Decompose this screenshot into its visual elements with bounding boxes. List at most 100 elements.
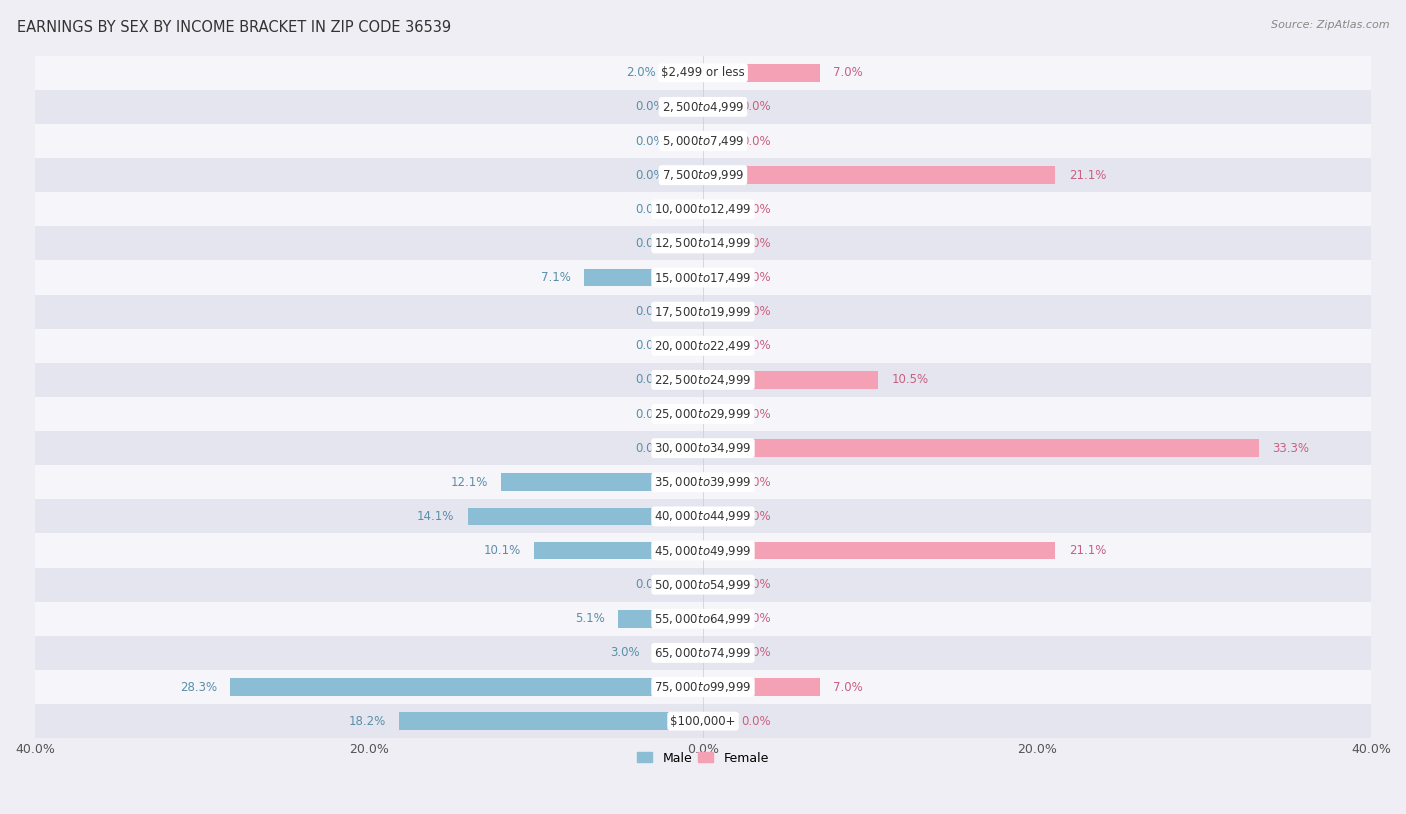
Text: $20,000 to $22,499: $20,000 to $22,499 <box>654 339 752 352</box>
Text: 10.1%: 10.1% <box>484 544 522 557</box>
Bar <box>35 90 1371 124</box>
Bar <box>703 712 728 730</box>
Bar <box>678 440 703 457</box>
Text: 0.0%: 0.0% <box>636 442 665 455</box>
Text: Source: ZipAtlas.com: Source: ZipAtlas.com <box>1271 20 1389 30</box>
Bar <box>703 474 728 491</box>
Bar <box>35 158 1371 192</box>
Bar <box>703 575 728 593</box>
Text: $10,000 to $12,499: $10,000 to $12,499 <box>654 202 752 217</box>
Bar <box>35 55 1371 90</box>
Text: 0.0%: 0.0% <box>636 374 665 387</box>
Bar <box>35 636 1371 670</box>
Bar <box>703 678 820 696</box>
Bar <box>501 474 703 491</box>
Bar <box>35 602 1371 636</box>
Bar <box>678 303 703 321</box>
Bar <box>703 610 728 628</box>
Text: 0.0%: 0.0% <box>741 715 770 728</box>
Text: 0.0%: 0.0% <box>636 339 665 352</box>
Bar <box>468 507 703 525</box>
Text: 0.0%: 0.0% <box>741 203 770 216</box>
Bar <box>703 371 879 389</box>
Bar <box>35 124 1371 158</box>
Bar <box>35 329 1371 363</box>
Bar <box>35 704 1371 738</box>
Bar <box>678 234 703 252</box>
Bar <box>35 192 1371 226</box>
Bar <box>703 644 728 662</box>
Text: 0.0%: 0.0% <box>741 510 770 523</box>
Text: $12,500 to $14,999: $12,500 to $14,999 <box>654 236 752 251</box>
Legend: Male, Female: Male, Female <box>633 746 773 769</box>
Bar <box>35 670 1371 704</box>
Bar <box>678 98 703 116</box>
Text: 28.3%: 28.3% <box>180 681 217 694</box>
Text: $7,500 to $9,999: $7,500 to $9,999 <box>662 168 744 182</box>
Bar <box>678 166 703 184</box>
Text: 21.1%: 21.1% <box>1069 544 1107 557</box>
Bar <box>35 363 1371 397</box>
Bar <box>703 405 728 423</box>
Text: $35,000 to $39,999: $35,000 to $39,999 <box>654 475 752 489</box>
Bar <box>703 541 1056 559</box>
Bar <box>678 371 703 389</box>
Bar <box>35 567 1371 602</box>
Bar <box>35 226 1371 260</box>
Text: 0.0%: 0.0% <box>636 203 665 216</box>
Text: 0.0%: 0.0% <box>741 646 770 659</box>
Text: 0.0%: 0.0% <box>636 237 665 250</box>
Bar <box>678 575 703 593</box>
Bar <box>678 405 703 423</box>
Text: 3.0%: 3.0% <box>610 646 640 659</box>
Text: $17,500 to $19,999: $17,500 to $19,999 <box>654 304 752 318</box>
Bar <box>703 63 820 81</box>
Bar <box>231 678 703 696</box>
Text: 10.5%: 10.5% <box>891 374 929 387</box>
Bar <box>703 440 1260 457</box>
Bar <box>703 234 728 252</box>
Text: $25,000 to $29,999: $25,000 to $29,999 <box>654 407 752 421</box>
Text: $30,000 to $34,999: $30,000 to $34,999 <box>654 441 752 455</box>
Bar <box>35 397 1371 431</box>
Text: $45,000 to $49,999: $45,000 to $49,999 <box>654 544 752 558</box>
Bar <box>703 200 728 218</box>
Text: 7.1%: 7.1% <box>541 271 571 284</box>
Text: $2,499 or less: $2,499 or less <box>661 66 745 79</box>
Text: 0.0%: 0.0% <box>741 339 770 352</box>
Bar <box>703 303 728 321</box>
Bar <box>678 132 703 150</box>
Text: $65,000 to $74,999: $65,000 to $74,999 <box>654 646 752 660</box>
Text: 5.1%: 5.1% <box>575 612 605 625</box>
Bar <box>703 337 728 355</box>
Text: 7.0%: 7.0% <box>834 681 863 694</box>
Bar <box>585 269 703 287</box>
Bar <box>669 63 703 81</box>
Bar <box>35 499 1371 533</box>
Text: $75,000 to $99,999: $75,000 to $99,999 <box>654 680 752 694</box>
Text: $50,000 to $54,999: $50,000 to $54,999 <box>654 578 752 592</box>
Text: $22,500 to $24,999: $22,500 to $24,999 <box>654 373 752 387</box>
Bar <box>703 269 728 287</box>
Text: EARNINGS BY SEX BY INCOME BRACKET IN ZIP CODE 36539: EARNINGS BY SEX BY INCOME BRACKET IN ZIP… <box>17 20 451 35</box>
Text: $15,000 to $17,499: $15,000 to $17,499 <box>654 270 752 285</box>
Bar <box>35 295 1371 329</box>
Bar <box>35 260 1371 295</box>
Text: 21.1%: 21.1% <box>1069 168 1107 182</box>
Text: $55,000 to $64,999: $55,000 to $64,999 <box>654 612 752 626</box>
Bar <box>703 98 728 116</box>
Text: 0.0%: 0.0% <box>741 134 770 147</box>
Bar <box>617 610 703 628</box>
Text: 0.0%: 0.0% <box>741 408 770 421</box>
Text: 0.0%: 0.0% <box>741 271 770 284</box>
Text: 18.2%: 18.2% <box>349 715 385 728</box>
Text: 0.0%: 0.0% <box>636 578 665 591</box>
Text: 0.0%: 0.0% <box>741 237 770 250</box>
Text: $40,000 to $44,999: $40,000 to $44,999 <box>654 510 752 523</box>
Text: 12.1%: 12.1% <box>450 475 488 488</box>
Bar <box>678 337 703 355</box>
Text: $100,000+: $100,000+ <box>671 715 735 728</box>
Text: 0.0%: 0.0% <box>741 100 770 113</box>
Text: $5,000 to $7,499: $5,000 to $7,499 <box>662 134 744 148</box>
Text: 7.0%: 7.0% <box>834 66 863 79</box>
